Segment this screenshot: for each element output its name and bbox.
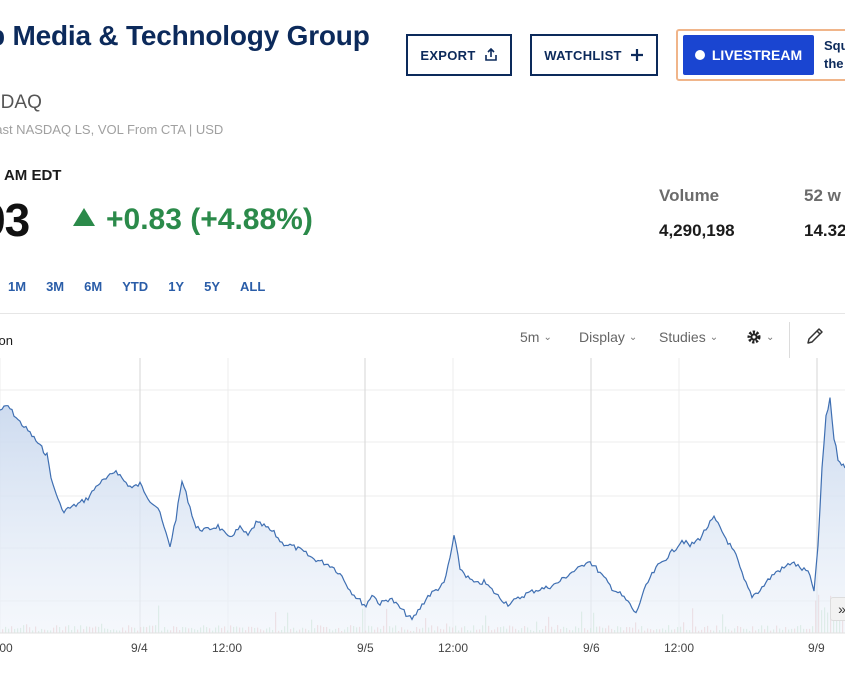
week52-label: 52 w <box>804 186 841 205</box>
watchlist-button[interactable]: WATCHLIST <box>530 34 658 76</box>
last-price: 93 <box>0 194 30 246</box>
interval-dropdown[interactable]: 5m ⌄ <box>520 329 552 345</box>
price-change: +0.83 (+4.88%) <box>106 203 313 236</box>
toolbar-divider <box>789 322 790 358</box>
livestream-label: LIVESTREAM <box>711 47 803 63</box>
time-range-selector: 1M 3M 6M YTD 1Y 5Y ALL <box>8 279 265 294</box>
export-button[interactable]: EXPORT <box>406 34 512 76</box>
x-tick-label: 12:00 <box>664 641 695 655</box>
company-title: p Media & Technology Group <box>0 20 370 51</box>
price-line <box>0 397 845 621</box>
range-ytd[interactable]: YTD <box>122 279 149 294</box>
studies-label: Studies <box>659 329 706 345</box>
x-tick-label: :00 <box>0 641 13 655</box>
pencil-icon[interactable] <box>805 326 825 346</box>
livestream-banner[interactable]: LIVESTREAM Squ the <box>676 29 845 81</box>
price-area <box>0 397 845 633</box>
x-tick-label: 9/6 <box>583 641 600 655</box>
livestream-description[interactable]: Squ the <box>824 37 845 73</box>
export-label: EXPORT <box>420 47 476 63</box>
chevron-down-icon: ⌄ <box>766 331 775 343</box>
range-1y[interactable]: 1Y <box>168 279 185 294</box>
range-3m[interactable]: 3M <box>46 279 65 294</box>
studies-dropdown[interactable]: Studies ⌄ <box>659 329 718 345</box>
range-6m[interactable]: 6M <box>84 279 103 294</box>
live-dot-icon <box>694 50 705 60</box>
up-arrow-icon <box>73 208 95 226</box>
price-chart[interactable] <box>0 358 845 638</box>
livestream-desc-line2: the <box>824 56 844 71</box>
livestream-button[interactable]: LIVESTREAM <box>683 35 814 75</box>
x-tick-label: 9/5 <box>357 641 374 655</box>
x-tick-label: 9/9 <box>808 641 825 655</box>
range-5y[interactable]: 5Y <box>204 279 220 294</box>
quote-timestamp: 3 AM EDT <box>0 167 62 184</box>
display-dropdown[interactable]: Display ⌄ <box>579 329 637 345</box>
chart-scroll-right-button[interactable]: » <box>830 597 845 621</box>
chevron-down-icon: ⌄ <box>543 331 552 343</box>
interval-label: 5m <box>520 329 540 345</box>
gear-icon <box>747 330 761 344</box>
x-tick-label: 9/4 <box>131 641 148 655</box>
range-all[interactable]: ALL <box>240 279 266 294</box>
x-tick-label: 12:00 <box>438 641 469 655</box>
share-icon <box>484 48 497 61</box>
display-label: Display <box>579 329 625 345</box>
chevrons-right-icon: » <box>838 601 845 617</box>
chevron-down-icon: ⌄ <box>628 331 638 343</box>
exchange-name: SDAQ <box>0 92 42 113</box>
watchlist-label: WATCHLIST <box>544 47 622 63</box>
volume-label: Volume <box>659 186 720 205</box>
week52-value: 14.32 <box>804 221 845 240</box>
chart-divider <box>0 313 845 314</box>
range-1m[interactable]: 1M <box>8 279 27 294</box>
chevron-down-icon: ⌄ <box>709 331 719 343</box>
volume-value: 4,290,198 <box>659 221 735 240</box>
settings-dropdown[interactable]: ⌄ <box>746 329 774 345</box>
plus-icon <box>630 49 643 61</box>
comparison-button[interactable]: son <box>0 333 13 348</box>
livestream-desc-line1: Squ <box>824 38 845 53</box>
quote-source-info: Last NASDAQ LS, VOL From CTA | USD <box>0 122 224 137</box>
x-tick-label: 12:00 <box>212 641 243 655</box>
